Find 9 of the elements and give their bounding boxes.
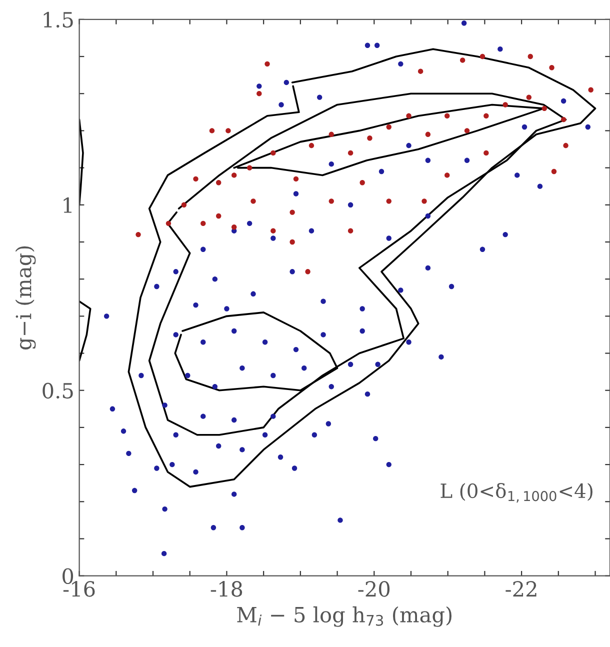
y-tick-label: 1 bbox=[64, 197, 72, 213]
x-tick-label: -22 bbox=[506, 581, 536, 597]
x-axis-title: M$_{i}$ − 5 log h$_{73}$ (mag) bbox=[237, 606, 452, 627]
x-tick-label: -18 bbox=[210, 581, 242, 597]
x-tick-label: -20 bbox=[358, 581, 390, 597]
y-tick-label: 0.5 bbox=[42, 382, 73, 399]
y-axis-title: g−i (mag) bbox=[15, 246, 36, 350]
y-tick-label: 1.5 bbox=[44, 12, 73, 28]
annotation: L (0<δ$_{1,1000}$<4) bbox=[440, 482, 592, 503]
